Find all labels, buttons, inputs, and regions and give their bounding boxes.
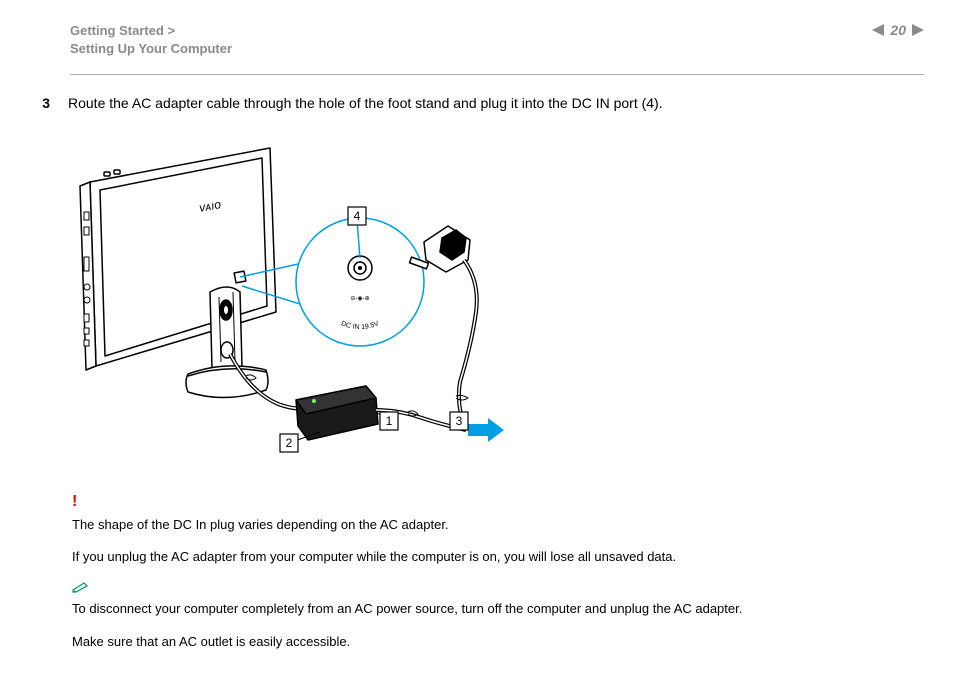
content: 3 Route the AC adapter cable through the… bbox=[0, 75, 954, 650]
breadcrumb-line2[interactable]: Setting Up Your Computer bbox=[70, 40, 232, 58]
notes-section: ! The shape of the DC In plug varies dep… bbox=[72, 491, 884, 650]
warning-icon: ! bbox=[72, 491, 884, 513]
step-text: Route the AC adapter cable through the h… bbox=[68, 93, 884, 114]
svg-text:2: 2 bbox=[286, 436, 293, 450]
tip-icon bbox=[72, 580, 90, 598]
instruction-step: 3 Route the AC adapter cable through the… bbox=[30, 93, 884, 114]
next-page-icon[interactable] bbox=[912, 24, 924, 36]
warning-text-2: If you unplug the AC adapter from your c… bbox=[72, 548, 884, 566]
prev-page-icon[interactable] bbox=[872, 24, 884, 36]
step-number: 3 bbox=[30, 93, 50, 114]
page-header: Getting Started > Setting Up Your Comput… bbox=[0, 0, 954, 68]
warning-text-1: The shape of the DC In plug varies depen… bbox=[72, 516, 884, 534]
svg-text:3: 3 bbox=[456, 414, 463, 428]
tip-text-2: Make sure that an AC outlet is easily ac… bbox=[72, 633, 884, 651]
breadcrumb: Getting Started > Setting Up Your Comput… bbox=[70, 22, 232, 58]
tip-text-1: To disconnect your computer completely f… bbox=[72, 600, 884, 618]
svg-text:⊖-◉-⊕: ⊖-◉-⊕ bbox=[350, 296, 369, 302]
svg-text:1: 1 bbox=[386, 414, 393, 428]
breadcrumb-line1[interactable]: Getting Started > bbox=[70, 22, 232, 40]
svg-text:4: 4 bbox=[354, 209, 361, 223]
diagram: ᴠᴀıo bbox=[70, 142, 884, 477]
page-number: 20 bbox=[890, 22, 906, 38]
page-nav: 20 bbox=[872, 22, 924, 38]
